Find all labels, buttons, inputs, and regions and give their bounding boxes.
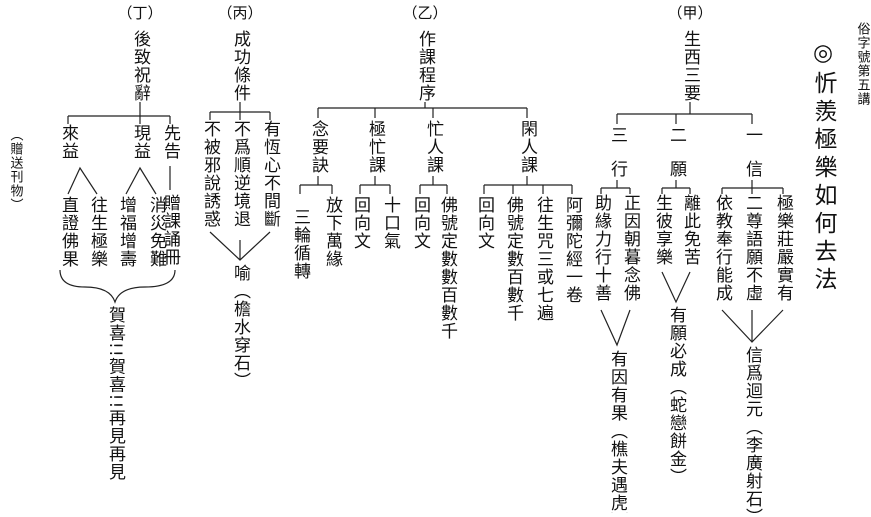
point: 直證佛果 bbox=[58, 196, 79, 268]
footer: （贈送刊物） bbox=[8, 128, 24, 212]
item-name: 行 bbox=[607, 160, 628, 178]
point: 正因朝暮念佛 bbox=[620, 194, 641, 302]
point: 贈課誦冊 bbox=[160, 194, 181, 266]
point: 佛號定數百數千 bbox=[503, 196, 524, 322]
item-name: 閑人課 bbox=[517, 120, 538, 174]
title: ◎忻羨極樂如何去法 bbox=[810, 40, 838, 295]
point: 回向文 bbox=[410, 196, 431, 250]
point: 放下萬緣 bbox=[322, 196, 343, 268]
point: 往生極樂 bbox=[87, 196, 108, 268]
item-name: 願 bbox=[666, 160, 687, 178]
series-label: 俗字號第五講 bbox=[855, 22, 871, 106]
point: 助緣力行十善 bbox=[591, 194, 612, 302]
point: 離此免苦 bbox=[680, 194, 701, 266]
conclusion: 有願必成（蛇戀餅金） bbox=[666, 306, 687, 486]
item-name: 信 bbox=[742, 160, 763, 178]
item-name: 來益 bbox=[58, 124, 79, 160]
section-title: 作課程序 bbox=[415, 30, 436, 102]
point: 阿彌陀經一卷 bbox=[562, 196, 583, 304]
point: 消災免難 bbox=[146, 196, 167, 268]
point: 回向文 bbox=[350, 196, 371, 250]
point: 二尊語願不虛 bbox=[742, 194, 763, 302]
item-name: 極忙課 bbox=[365, 120, 386, 174]
connectors bbox=[59, 102, 784, 347]
ordinal: 一 bbox=[742, 126, 763, 144]
point: 增福增壽 bbox=[116, 196, 137, 268]
conclusion: 信爲迴元（李廣射石） bbox=[742, 346, 763, 513]
item-name: 現益 bbox=[130, 124, 151, 160]
conclusion: 賀喜!!賀喜!!再見再見 bbox=[105, 306, 126, 481]
point: 回向文 bbox=[474, 196, 495, 250]
section-label: （丁） bbox=[117, 4, 162, 22]
point: 依教奉行能成 bbox=[712, 194, 733, 302]
conclusion: 有因有果（樵夫遇虎） bbox=[607, 350, 628, 513]
item-name: 忙人課 bbox=[423, 120, 444, 174]
section-label: （甲） bbox=[667, 4, 712, 22]
item-name: 先告 bbox=[160, 124, 181, 160]
ordinal: 三 bbox=[607, 126, 627, 144]
point: 生彼享樂 bbox=[652, 194, 673, 266]
point: 不被邪說誘惑 bbox=[200, 120, 221, 228]
item-name: 念要訣 bbox=[308, 119, 329, 174]
point: 不爲順逆境退 bbox=[230, 120, 251, 228]
ordinal: 二 bbox=[666, 126, 687, 144]
point: 有恆心不間斷 bbox=[260, 120, 281, 228]
point: 十口氣 bbox=[380, 196, 401, 250]
section-label: （乙） bbox=[402, 4, 447, 22]
point: 三輪循轉 bbox=[290, 208, 311, 280]
section-title: 後致祝辭 bbox=[130, 30, 151, 102]
section-title: 成功條件 bbox=[230, 30, 251, 102]
point: 極樂莊嚴實有 bbox=[773, 194, 794, 302]
point: 往生咒三或七遍 bbox=[533, 196, 554, 322]
section-label: （丙） bbox=[217, 4, 262, 22]
point: 佛號定數數百數千 bbox=[437, 196, 458, 340]
section-title: 生西三要 bbox=[680, 30, 701, 102]
conclusion: 喻（檐水穿石） bbox=[230, 264, 251, 390]
